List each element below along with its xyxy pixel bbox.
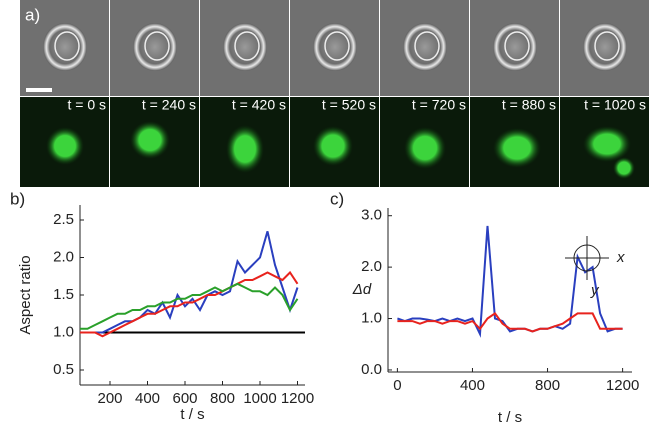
fluor-cell — [313, 126, 353, 166]
phase-cell — [223, 23, 267, 71]
x-tick-label: 800 — [535, 377, 560, 394]
data-line — [80, 270, 299, 338]
phase-cell-edge — [504, 31, 530, 61]
x-tick-label: 600 — [172, 390, 197, 407]
fluor-cell — [46, 127, 84, 165]
y-tick-label: 3.0 — [361, 207, 382, 224]
frame-label: t = 1020 s — [584, 97, 646, 113]
fluor-cell — [404, 127, 446, 169]
y-axis-label: Δd — [352, 281, 372, 298]
phase-cell — [583, 23, 627, 71]
phase-cell — [313, 23, 357, 71]
phase-cell — [133, 23, 177, 71]
y-tick-label: 0.5 — [53, 361, 74, 378]
y-tick-label: 0.0 — [361, 361, 382, 378]
y-tick-label: 1.0 — [53, 323, 74, 340]
frame-label: t = 880 s — [502, 97, 556, 113]
data-line — [80, 282, 299, 330]
annotation: x — [616, 249, 625, 266]
data-line — [397, 225, 623, 338]
fluor-cell — [613, 157, 635, 179]
phase-cell-edge — [324, 31, 350, 61]
x-tick-label: 400 — [460, 377, 485, 394]
x-tick-label: 1200 — [606, 377, 639, 394]
fluor-cell — [583, 126, 631, 162]
y-axis-label: Aspect ratio — [17, 255, 34, 334]
phase-cell — [493, 23, 537, 71]
frame-label: t = 0 s — [67, 97, 106, 113]
fluor-cell — [493, 128, 541, 168]
phase-cell-edge — [414, 31, 440, 61]
y-tick-label: 2.0 — [361, 258, 382, 275]
phase-cell — [403, 23, 447, 71]
annotation: y — [590, 282, 600, 299]
x-tick-label: 400 — [135, 390, 160, 407]
x-axis-label: t / s — [180, 406, 204, 423]
y-tick-label: 1.5 — [53, 286, 74, 303]
fluor-cell — [226, 125, 264, 173]
panel-label: a) — [25, 5, 40, 24]
x-tick-label: 0 — [393, 377, 401, 394]
data-line — [397, 312, 623, 333]
panel-label: b) — [10, 189, 25, 208]
y-tick-label: 2.0 — [53, 248, 74, 265]
x-tick-label: 1000 — [243, 390, 276, 407]
phase-cell-edge — [144, 31, 170, 61]
scale-bar — [26, 88, 52, 92]
phase-cell-edge — [54, 31, 80, 61]
frame-label: t = 420 s — [232, 97, 286, 113]
frame-label: t = 520 s — [322, 97, 376, 113]
phase-cell-edge — [594, 31, 620, 61]
frame-label: t = 240 s — [142, 97, 196, 113]
y-tick-label: 2.5 — [53, 211, 74, 228]
x-tick-label: 1200 — [281, 390, 314, 407]
fluor-cell — [130, 121, 170, 159]
x-tick-label: 800 — [210, 390, 235, 407]
y-tick-label: 1.0 — [361, 310, 382, 327]
x-axis-label: t / s — [498, 409, 522, 426]
panel-label: c) — [330, 189, 344, 208]
micrographs: t = 0 s t = 240 s t = 420 s t = 520 s t = 72… — [20, 0, 649, 187]
x-tick-label: 200 — [97, 390, 122, 407]
phase-cell — [43, 23, 87, 71]
frame-label: t = 720 s — [412, 97, 466, 113]
phase-cell-edge — [234, 31, 260, 61]
